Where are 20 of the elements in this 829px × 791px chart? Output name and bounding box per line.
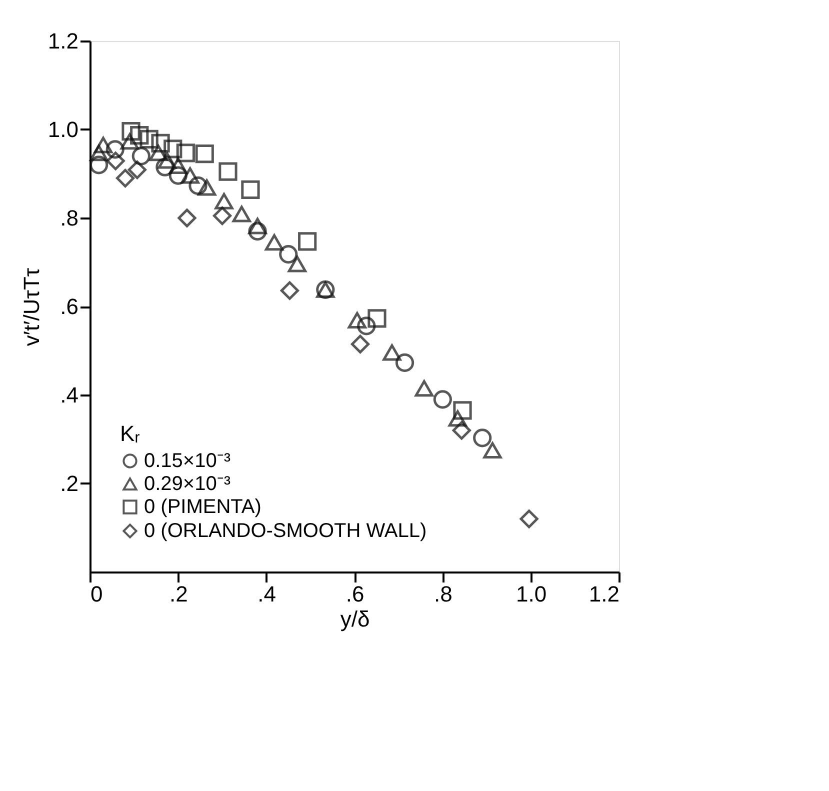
x-tick-label: .4 — [258, 582, 276, 606]
x-tick-label: .6 — [346, 582, 364, 606]
x-axis-title: y/δ — [340, 606, 370, 632]
y-tick-label: .6 — [60, 294, 78, 319]
x-tick-label: 0 — [90, 582, 103, 606]
legend-label: 0.29×10⁻³ — [144, 473, 231, 495]
x-tick-label: .8 — [434, 582, 452, 606]
x-tick-label: .2 — [169, 582, 188, 606]
legend-title: Kᵣ — [120, 421, 140, 446]
x-tick-label: 1.2 — [588, 582, 620, 606]
y-tick-label: .4 — [60, 382, 78, 408]
x-tick-label: 1.0 — [516, 582, 547, 606]
y-axis-title: v′t′/UτTτ — [18, 268, 44, 346]
legend-label: 0 (ORLANDO-SMOOTH WALL) — [144, 520, 427, 542]
y-tick-label: 1.2 — [48, 28, 78, 54]
y-tick-label: 1.0 — [48, 117, 78, 142]
legend-label: 0.15×10⁻³ — [144, 450, 231, 472]
legend-label: 0 (PIMENTA) — [144, 496, 262, 518]
y-tick-label: .2 — [60, 471, 78, 496]
y-tick-label: .8 — [60, 206, 78, 230]
